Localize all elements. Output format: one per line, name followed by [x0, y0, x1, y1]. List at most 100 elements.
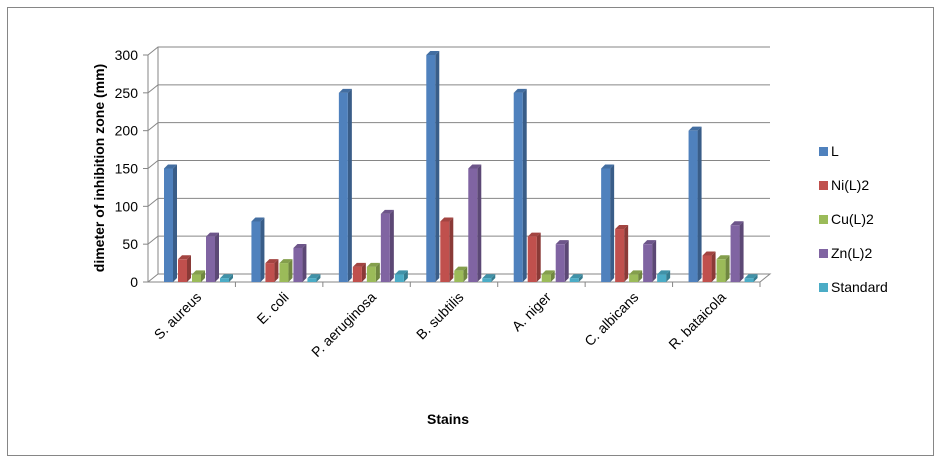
bar-top: [482, 274, 496, 279]
gridlines: [147, 46, 770, 245]
bar-ni-l-2-1: [265, 259, 279, 282]
bar-ni-l-2-6: [702, 251, 716, 282]
x-tick-label: R. bataicola: [665, 289, 729, 353]
bar-zn-l-2-6: [730, 221, 744, 282]
bar-front: [426, 55, 436, 282]
bar-side: [477, 164, 482, 282]
bar-ni-l-2-4: [527, 232, 541, 282]
y-tick-label: 100: [115, 198, 139, 214]
x-tick-label: C. albicans: [581, 289, 641, 349]
legend-label: Zn(L)2: [831, 245, 872, 261]
bar-top: [352, 262, 366, 267]
bar-zn-l-2-2: [380, 209, 394, 282]
bar-top: [178, 255, 191, 260]
bar-side: [187, 255, 191, 282]
bar-top: [688, 126, 702, 131]
bar-front: [265, 263, 275, 282]
bar-front: [178, 259, 187, 282]
bar-front: [527, 236, 537, 282]
bar-ni-l-2-5: [615, 225, 629, 282]
bar-top: [293, 243, 307, 248]
bar-top: [426, 51, 440, 55]
bar-side: [201, 270, 205, 282]
bar-side: [753, 274, 758, 282]
bar-standard-5: [657, 270, 671, 282]
bar-side: [274, 259, 279, 282]
bar-top: [643, 240, 657, 245]
bar-top: [629, 270, 643, 275]
bar-front: [482, 278, 492, 282]
bar-side: [288, 259, 293, 282]
bar-cu-l-2-3: [454, 266, 468, 282]
legend-label: L: [831, 143, 839, 159]
bar-l-2: [338, 88, 352, 282]
bar-side: [711, 251, 716, 282]
bar-top: [338, 88, 352, 93]
bar-side: [550, 270, 555, 282]
legend-label: Ni(L)2: [831, 177, 869, 193]
bar-front: [352, 266, 362, 282]
legend-item: Cu(L)2: [819, 211, 874, 227]
bar-side: [624, 225, 629, 282]
bar-side: [739, 221, 744, 282]
x-tick-labels: S. aureus E. coli P. aeruginosa B. subtilis…: [151, 289, 729, 360]
bar-cu-l-2-4: [541, 270, 555, 282]
bar-front: [380, 213, 390, 282]
bar-front: [192, 274, 201, 282]
bar-top: [468, 164, 482, 169]
gridline: [147, 197, 770, 207]
bar-side: [389, 209, 394, 282]
bar-side: [260, 217, 265, 282]
bar-top: [615, 225, 629, 230]
bar-front: [338, 92, 348, 282]
legend-swatch: [819, 147, 828, 156]
bar-front: [555, 244, 565, 282]
y-tick-label: 150: [115, 161, 139, 177]
bar-side: [522, 88, 527, 282]
bar-top: [601, 164, 615, 169]
bar-top: [716, 255, 730, 260]
bar-front: [468, 168, 478, 282]
bar-top: [265, 259, 279, 264]
legend-item: L: [819, 143, 839, 159]
bar-l-5: [601, 164, 615, 282]
bar-side: [536, 232, 541, 282]
bar-front: [688, 130, 698, 282]
bar-front: [541, 274, 551, 282]
bar-side: [491, 274, 496, 282]
legend-item: Standard: [819, 279, 888, 295]
y-axis-title: dimeter of inhibition zone (mm): [91, 64, 107, 272]
bar-cu-l-2-0: [192, 270, 205, 282]
legend-swatch: [819, 249, 828, 258]
bar-front: [569, 278, 579, 282]
bar-l-3: [426, 51, 440, 282]
bar-front: [643, 244, 653, 282]
bar-side: [229, 274, 233, 282]
x-tick-label: S. aureus: [151, 289, 205, 343]
bar-side: [697, 126, 702, 283]
bar-top: [569, 274, 583, 279]
bar-front: [251, 221, 261, 282]
bar-top: [527, 232, 541, 237]
bar-front: [702, 255, 712, 282]
bar-side: [316, 274, 321, 282]
bar-front: [164, 168, 173, 282]
bar-front: [454, 270, 464, 282]
gridline: [147, 160, 770, 169]
bar-top: [657, 270, 671, 275]
x-tick-label: A. niger: [509, 289, 555, 335]
bar-side: [610, 164, 615, 282]
bar-cu-l-2-1: [279, 259, 293, 282]
bar-ni-l-2-0: [178, 255, 191, 282]
bar-top: [454, 266, 468, 271]
bar-top: [541, 270, 555, 275]
bar-front: [279, 263, 289, 282]
bar-front: [513, 92, 523, 282]
bar-l-0: [164, 164, 177, 282]
bar-front: [716, 259, 726, 282]
bar-cu-l-2-5: [629, 270, 643, 282]
bar-top: [744, 274, 758, 279]
bar-top: [307, 274, 321, 279]
y-tick-labels: 0 50 100 150 200 250 300: [115, 47, 139, 290]
bar-side: [725, 255, 730, 282]
